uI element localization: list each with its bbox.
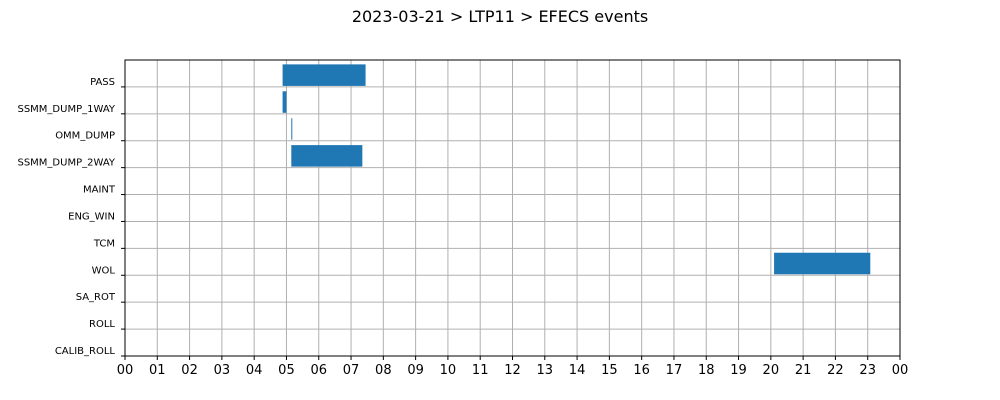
y-tick-label: PASS [90,77,115,88]
event-bar-ssmm-dump-2way [291,145,363,167]
x-tick-label: 11 [472,363,489,378]
event-bar-ssmm-dump-1way [282,91,287,113]
axis-layer: 00 01 02 03 04 05 06 07 08 09 10 11 12 13 14 15 16 17 18 19… [17,77,908,378]
x-tick-label: 03 [214,363,231,378]
y-tick-label: SSMM_DUMP_1WAY [17,104,115,115]
x-tick-label: 08 [375,363,392,378]
x-tick-label: 07 [343,363,360,378]
chart-title: 2023-03-21 > LTP11 > EFECS events [352,7,648,26]
y-tick-label: WOL [92,265,116,276]
x-tick-label: 05 [278,363,295,378]
y-tick-label: OMM_DUMP [55,131,115,142]
grid-layer [125,60,900,356]
x-tick-label: 15 [601,363,618,378]
y-tick-label: TCM [93,238,115,249]
x-tick-label: 12 [504,363,521,378]
x-tick-label: 00 [892,363,909,378]
x-tick-label: 16 [633,363,650,378]
x-tick-label: 09 [407,363,424,378]
y-tick-label: MAINT [83,185,116,196]
plot-frame [124,59,901,357]
x-tick-label: 10 [440,363,457,378]
y-tick-label: ROLL [89,319,115,330]
x-tick-label: 13 [537,363,554,378]
x-tick-label: 00 [117,363,134,378]
x-tick-label: 04 [246,363,263,378]
x-tick-label: 22 [827,363,844,378]
x-tick-label: 19 [730,363,747,378]
y-tick-label: ENG_WIN [68,211,115,222]
x-tick-label: 20 [763,363,780,378]
event-bar-wol [774,252,871,275]
x-tick-label: 23 [859,363,876,378]
y-tick-label: SSMM_DUMP_2WAY [17,158,115,169]
y-tick-label: SA_ROT [76,292,116,303]
x-tick-label: 02 [181,363,198,378]
bar-layer [282,64,871,275]
x-tick-label: 06 [310,363,327,378]
x-tick-label: 01 [149,363,166,378]
event-bar-omm-dump [291,118,293,140]
x-tick-label: 21 [795,363,812,378]
x-tick-label: 18 [698,363,715,378]
event-bar-pass [282,64,366,86]
x-tick-label: 17 [666,363,683,378]
y-tick-label: CALIB_ROLL [55,346,116,357]
x-tick-label: 14 [569,363,586,378]
